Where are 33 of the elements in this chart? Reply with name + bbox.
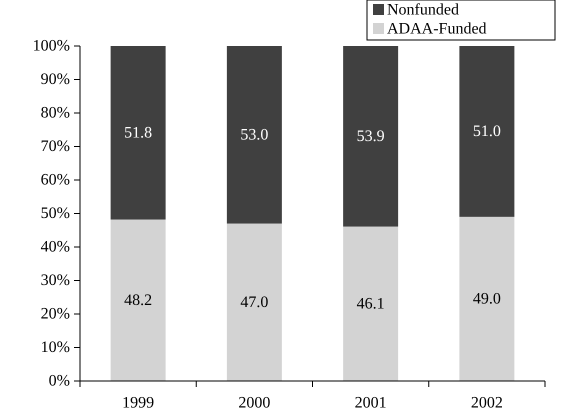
data-label: 49.0 xyxy=(472,290,501,308)
data-label: 51.8 xyxy=(124,124,152,142)
y-tick-label: 90% xyxy=(40,71,70,88)
bar xyxy=(226,224,282,381)
y-tick-label: 100% xyxy=(32,38,70,54)
bar xyxy=(459,216,514,381)
bar xyxy=(459,46,514,217)
y-tick-label: 20% xyxy=(40,306,70,322)
bar xyxy=(343,46,398,227)
data-label: 51.0 xyxy=(472,122,501,140)
y-tick-label: 70% xyxy=(40,138,70,155)
x-tick-label: 2002 xyxy=(470,394,503,412)
x-tick-label: 2000 xyxy=(238,394,270,412)
bar xyxy=(110,46,166,220)
data-label: 48.2 xyxy=(124,292,152,309)
y-tick-label: 60% xyxy=(40,172,70,188)
data-label: 46.1 xyxy=(356,295,385,312)
x-tick-label: 1999 xyxy=(122,394,154,412)
y-tick-label: 40% xyxy=(40,238,70,256)
bar xyxy=(110,220,166,381)
y-tick-label: 30% xyxy=(40,272,70,289)
bar xyxy=(226,46,282,224)
y-tick-label: 0% xyxy=(48,372,70,390)
legend-label: ADAA-Funded xyxy=(387,20,487,38)
y-tick-label: 80% xyxy=(40,104,70,122)
x-tick-label: 2001 xyxy=(354,394,387,412)
y-tick-label: 10% xyxy=(40,339,70,356)
bar xyxy=(343,226,398,381)
data-label: 53.9 xyxy=(356,128,385,145)
data-label: 53.0 xyxy=(240,126,268,144)
legend-label: Nonfunded xyxy=(387,2,459,18)
data-label: 47.0 xyxy=(240,294,268,311)
y-tick-label: 50% xyxy=(40,205,70,222)
